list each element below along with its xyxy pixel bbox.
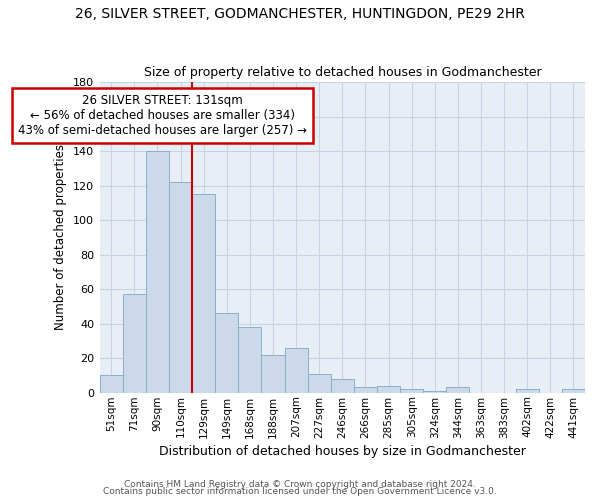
- Bar: [331, 379, 354, 392]
- Bar: [146, 151, 169, 392]
- Y-axis label: Number of detached properties: Number of detached properties: [55, 144, 67, 330]
- Bar: [192, 194, 215, 392]
- Bar: [238, 327, 262, 392]
- Bar: [123, 294, 146, 392]
- Text: 26, SILVER STREET, GODMANCHESTER, HUNTINGDON, PE29 2HR: 26, SILVER STREET, GODMANCHESTER, HUNTIN…: [75, 8, 525, 22]
- Bar: [515, 389, 539, 392]
- Bar: [377, 386, 400, 392]
- Text: 26 SILVER STREET: 131sqm
← 56% of detached houses are smaller (334)
43% of semi-: 26 SILVER STREET: 131sqm ← 56% of detach…: [17, 94, 307, 137]
- Bar: [354, 388, 377, 392]
- Bar: [284, 348, 308, 393]
- Bar: [100, 376, 123, 392]
- Text: Contains HM Land Registry data © Crown copyright and database right 2024.: Contains HM Land Registry data © Crown c…: [124, 480, 476, 489]
- Bar: [446, 388, 469, 392]
- X-axis label: Distribution of detached houses by size in Godmanchester: Distribution of detached houses by size …: [159, 444, 526, 458]
- Bar: [169, 182, 192, 392]
- Bar: [400, 389, 423, 392]
- Bar: [562, 389, 585, 392]
- Bar: [308, 374, 331, 392]
- Bar: [262, 354, 284, 393]
- Title: Size of property relative to detached houses in Godmanchester: Size of property relative to detached ho…: [143, 66, 541, 80]
- Bar: [215, 314, 238, 392]
- Bar: [423, 391, 446, 392]
- Text: Contains public sector information licensed under the Open Government Licence v3: Contains public sector information licen…: [103, 487, 497, 496]
